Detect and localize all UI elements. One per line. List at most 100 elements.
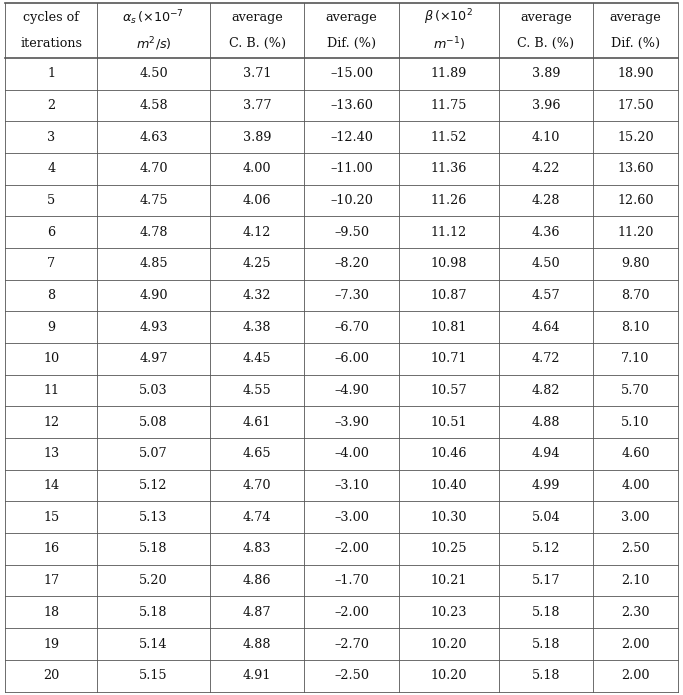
Text: 16: 16 [43, 543, 59, 555]
Text: 8: 8 [47, 289, 55, 302]
Text: 3.71: 3.71 [243, 67, 271, 81]
Text: 4.60: 4.60 [621, 448, 650, 461]
Text: 5.10: 5.10 [621, 416, 650, 429]
Text: –4.90: –4.90 [334, 384, 369, 397]
Text: 10.57: 10.57 [430, 384, 467, 397]
Text: 4.36: 4.36 [532, 226, 560, 238]
Text: 6: 6 [47, 226, 55, 238]
Text: 4.94: 4.94 [532, 448, 560, 461]
Text: 4.87: 4.87 [243, 606, 271, 619]
Text: 4.38: 4.38 [243, 320, 271, 334]
Text: 4.70: 4.70 [243, 479, 271, 492]
Text: 3.77: 3.77 [243, 99, 271, 112]
Text: 11.75: 11.75 [430, 99, 467, 112]
Text: 15: 15 [43, 511, 59, 524]
Text: 4.50: 4.50 [531, 257, 560, 270]
Text: 4.65: 4.65 [243, 448, 271, 461]
Text: $\alpha_s\,(\times 10^{-7}$: $\alpha_s\,(\times 10^{-7}$ [122, 8, 184, 27]
Text: 15.20: 15.20 [617, 131, 654, 144]
Text: –6.70: –6.70 [334, 320, 369, 334]
Text: –13.60: –13.60 [330, 99, 373, 112]
Text: 4.97: 4.97 [139, 352, 168, 366]
Text: 10.23: 10.23 [430, 606, 467, 619]
Text: 10.98: 10.98 [430, 257, 467, 270]
Text: 5.14: 5.14 [139, 637, 168, 651]
Text: 10.81: 10.81 [430, 320, 467, 334]
Text: 4: 4 [47, 163, 55, 175]
Text: Dif. (%): Dif. (%) [611, 38, 660, 50]
Text: 4.93: 4.93 [139, 320, 168, 334]
Text: 10.21: 10.21 [430, 574, 467, 587]
Text: 2.50: 2.50 [621, 543, 650, 555]
Text: 4.82: 4.82 [532, 384, 560, 397]
Text: 7: 7 [47, 257, 55, 270]
Text: 5.03: 5.03 [139, 384, 168, 397]
Text: 4.90: 4.90 [139, 289, 168, 302]
Text: 19: 19 [43, 637, 59, 651]
Text: 4.06: 4.06 [243, 194, 271, 207]
Text: 3: 3 [47, 131, 55, 144]
Text: 4.72: 4.72 [532, 352, 560, 366]
Text: 4.45: 4.45 [243, 352, 271, 366]
Text: 11.20: 11.20 [617, 226, 654, 238]
Text: 4.58: 4.58 [139, 99, 168, 112]
Text: 11.26: 11.26 [430, 194, 467, 207]
Text: 4.91: 4.91 [243, 669, 271, 682]
Text: 5: 5 [47, 194, 55, 207]
Text: 2.00: 2.00 [621, 637, 650, 651]
Text: 4.86: 4.86 [243, 574, 271, 587]
Text: 4.12: 4.12 [243, 226, 271, 238]
Text: 4.75: 4.75 [139, 194, 168, 207]
Text: –8.20: –8.20 [334, 257, 369, 270]
Text: 3.89: 3.89 [243, 131, 271, 144]
Text: 4.00: 4.00 [243, 163, 271, 175]
Text: –1.70: –1.70 [334, 574, 369, 587]
Text: 14: 14 [43, 479, 59, 492]
Text: –7.30: –7.30 [334, 289, 369, 302]
Text: average: average [326, 11, 378, 24]
Text: 4.57: 4.57 [531, 289, 560, 302]
Text: 11: 11 [43, 384, 59, 397]
Text: 5.18: 5.18 [139, 606, 168, 619]
Text: 4.78: 4.78 [139, 226, 168, 238]
Text: 13: 13 [43, 448, 59, 461]
Text: 12: 12 [43, 416, 59, 429]
Text: –2.00: –2.00 [334, 606, 369, 619]
Text: 5.18: 5.18 [532, 637, 560, 651]
Text: –15.00: –15.00 [330, 67, 373, 81]
Text: –3.00: –3.00 [334, 511, 369, 524]
Text: 10.51: 10.51 [430, 416, 467, 429]
Text: 11.12: 11.12 [430, 226, 467, 238]
Text: 5.08: 5.08 [139, 416, 168, 429]
Text: $m^2/s)$: $m^2/s)$ [135, 35, 171, 53]
Text: 8.70: 8.70 [621, 289, 650, 302]
Text: $\beta\,(\times 10^{2}$: $\beta\,(\times 10^{2}$ [424, 8, 473, 27]
Text: 17.50: 17.50 [617, 99, 654, 112]
Text: 17: 17 [43, 574, 59, 587]
Text: iterations: iterations [20, 38, 82, 50]
Text: C. B. (%): C. B. (%) [518, 38, 574, 50]
Text: 4.99: 4.99 [532, 479, 560, 492]
Text: 4.64: 4.64 [532, 320, 560, 334]
Text: 8.10: 8.10 [621, 320, 650, 334]
Text: 4.32: 4.32 [243, 289, 271, 302]
Text: 5.70: 5.70 [621, 384, 650, 397]
Text: C. B. (%): C. B. (%) [229, 38, 285, 50]
Text: 10.87: 10.87 [430, 289, 467, 302]
Text: –9.50: –9.50 [334, 226, 369, 238]
Text: 4.70: 4.70 [139, 163, 168, 175]
Text: 10.30: 10.30 [430, 511, 467, 524]
Text: 4.25: 4.25 [243, 257, 271, 270]
Text: –11.00: –11.00 [330, 163, 373, 175]
Text: 4.63: 4.63 [139, 131, 168, 144]
Text: 13.60: 13.60 [617, 163, 654, 175]
Text: 5.18: 5.18 [532, 606, 560, 619]
Text: 10.71: 10.71 [430, 352, 467, 366]
Text: 18: 18 [43, 606, 59, 619]
Text: 5.17: 5.17 [532, 574, 560, 587]
Text: 2.30: 2.30 [621, 606, 650, 619]
Text: 4.74: 4.74 [243, 511, 271, 524]
Text: 20: 20 [43, 669, 59, 682]
Text: Dif. (%): Dif. (%) [327, 38, 376, 50]
Text: –6.00: –6.00 [334, 352, 369, 366]
